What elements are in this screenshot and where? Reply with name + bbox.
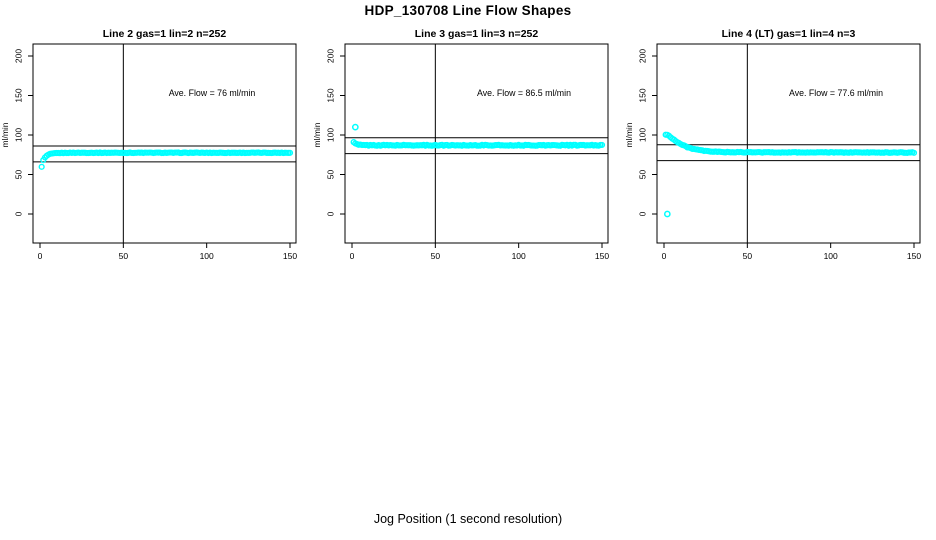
y-tick-label: 200 — [13, 49, 23, 63]
x-axis: 0 50 100 150 — [662, 243, 921, 261]
x-tick-label: 0 — [38, 251, 43, 261]
y-axis-title: ml/min — [0, 122, 10, 147]
y-tick-label: 50 — [325, 170, 335, 180]
x-tick-label: 50 — [431, 251, 441, 261]
y-tick-label: 200 — [637, 49, 647, 63]
main-title: HDP_130708 Line Flow Shapes — [364, 3, 572, 18]
x-axis: 0 50 100 150 — [38, 243, 297, 261]
avg-flow-annotation: Ave. Flow = 76 ml/min — [169, 88, 256, 98]
panel-line4: Line 4 (LT) gas=1 lin=4 n=3 0 50 100 150 200 m… — [624, 28, 921, 261]
panel-title: Line 3 gas=1 lin=3 n=252 — [415, 28, 539, 40]
data-points — [350, 123, 606, 149]
panel-title: Line 2 gas=1 lin=2 n=252 — [103, 28, 227, 40]
plot-box — [32, 43, 297, 244]
x-tick-label: 150 — [283, 251, 297, 261]
x-tick-label: 50 — [119, 251, 129, 261]
avg-flow-annotation: Ave. Flow = 86.5 ml/min — [477, 88, 571, 98]
data-point — [910, 149, 918, 156]
data-points — [38, 149, 294, 170]
outlier-point — [351, 123, 359, 131]
x-tick-label: 50 — [743, 251, 753, 261]
panel-line2: Line 2 gas=1 lin=2 n=252 0 50 100 150 200 ml/m… — [0, 28, 297, 261]
y-axis-title: ml/min — [624, 122, 634, 147]
data-point — [38, 163, 45, 170]
y-tick-label: 100 — [637, 128, 647, 142]
x-tick-label: 0 — [662, 251, 667, 261]
y-tick-label: 0 — [637, 211, 647, 216]
y-tick-label: 150 — [637, 88, 647, 102]
data-point — [286, 149, 294, 156]
x-tick-label: 150 — [595, 251, 609, 261]
y-tick-label: 100 — [325, 128, 335, 142]
y-tick-label: 50 — [637, 170, 647, 180]
y-tick-label: 0 — [325, 211, 335, 216]
x-tick-label: 100 — [200, 251, 214, 261]
y-tick-label: 100 — [13, 128, 23, 142]
panels-row: Line 2 gas=1 lin=2 n=252 0 50 100 150 200 ml/m… — [0, 28, 921, 261]
panel-line3: Line 3 gas=1 lin=3 n=252 0 50 100 150 200 ml/m… — [312, 28, 609, 261]
plot-box — [344, 43, 609, 244]
y-tick-label: 150 — [325, 88, 335, 102]
y-tick-label: 200 — [325, 49, 335, 63]
y-tick-label: 150 — [13, 88, 23, 102]
y-tick-label: 50 — [13, 170, 23, 180]
data-points — [662, 131, 918, 218]
panel-title: Line 4 (LT) gas=1 lin=4 n=3 — [722, 28, 856, 40]
plot-box — [656, 43, 921, 244]
y-axis: 0 50 100 150 200 ml/min — [312, 49, 345, 216]
x-tick-label: 0 — [350, 251, 355, 261]
x-tick-label: 150 — [907, 251, 921, 261]
x-tick-label: 100 — [512, 251, 526, 261]
x-axis-label: Jog Position (1 second resolution) — [373, 512, 563, 526]
y-axis-title: ml/min — [312, 122, 322, 147]
x-tick-label: 100 — [824, 251, 838, 261]
avg-flow-annotation: Ave. Flow = 77.6 ml/min — [789, 88, 883, 98]
data-point — [598, 141, 606, 149]
x-axis: 0 50 100 150 — [350, 243, 609, 261]
y-tick-label: 0 — [13, 211, 23, 216]
outlier-point — [663, 210, 671, 218]
y-axis: 0 50 100 150 200 ml/min — [624, 49, 657, 216]
y-axis: 0 50 100 150 200 ml/min — [0, 49, 33, 216]
